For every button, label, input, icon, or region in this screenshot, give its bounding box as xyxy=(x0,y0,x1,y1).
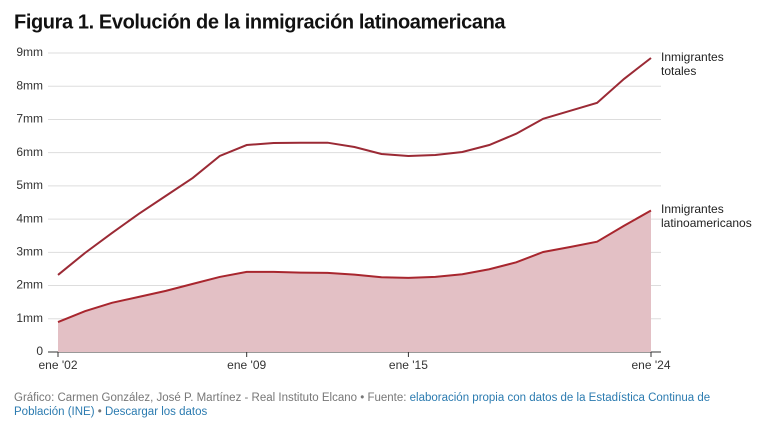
source-link[interactable]: elaboración propia con datos de la Estad… xyxy=(14,392,711,418)
y-tick-label: 5mm xyxy=(16,178,43,192)
line xyxy=(57,209,652,324)
y-tick-label: 6mm xyxy=(16,145,43,159)
x-tick-label: ene '15 xyxy=(389,358,428,372)
y-tick-label: 7mm xyxy=(16,112,43,126)
area xyxy=(58,210,651,352)
y-tick-label: 1mm xyxy=(16,311,43,325)
line xyxy=(57,57,652,276)
y-tick-label: 3mm xyxy=(16,245,43,259)
y-tick-label: 2mm xyxy=(16,278,43,292)
x-tick-label: ene '02 xyxy=(39,358,78,372)
series-label: Inmigrantes latinoamericanos xyxy=(661,202,752,231)
chart-title: Figura 1. Evolución de la inmigración la… xyxy=(14,11,506,33)
y-tick-label: 9mm xyxy=(16,45,43,59)
x-tick-label: ene '09 xyxy=(227,358,266,372)
series-label: Inmigrantes totales xyxy=(661,49,724,78)
y-tick-label: 8mm xyxy=(16,78,43,92)
footer: Gráfico: Carmen González, José P. Martín… xyxy=(14,391,734,419)
download-link[interactable]: Descargar los datos xyxy=(104,406,208,418)
credit: Gráfico: Carmen González, José P. Martín… xyxy=(14,392,407,404)
y-tick-label: 4mm xyxy=(16,211,43,225)
separator: • xyxy=(97,406,102,418)
y-tick-label: 0 xyxy=(36,344,43,358)
x-tick-label: ene '24 xyxy=(632,358,671,372)
